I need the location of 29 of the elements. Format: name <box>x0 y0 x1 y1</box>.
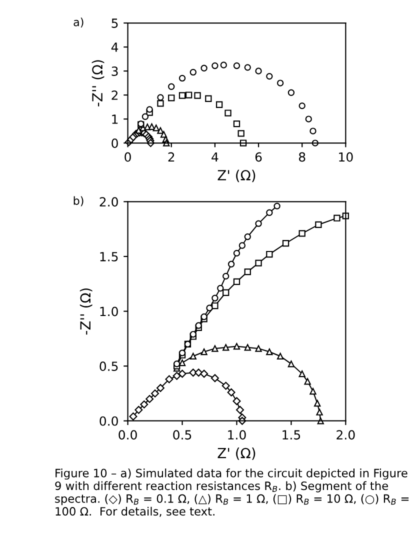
x-tick-label: 0.5 <box>173 430 192 440</box>
y-tick-label: 2 <box>112 90 118 100</box>
x-axis-title: Z' (Ω) <box>218 448 256 460</box>
y-tick-label: 2.0 <box>100 197 118 207</box>
x-tick-label: 2 <box>168 152 174 162</box>
y-tick-label: 1.5 <box>100 252 118 262</box>
y-tick-label: 0 <box>112 138 118 148</box>
x-tick-label: 2.0 <box>336 430 355 440</box>
y-tick-label: 1 <box>112 114 118 124</box>
y-tick-label: 4 <box>111 42 118 52</box>
x-tick-label: 8 <box>298 152 306 162</box>
x-tick-label: 1.5 <box>282 430 300 440</box>
x-tick-label: 0.0 <box>118 430 137 440</box>
text: Figure 10 – a) Simulated data for the circuit depicted in Figure 9 with different reaction resistances R$_{B}$. b) Segment of the spectra. (◇) R$_{B}$ = 0.1 Ω, (△) R$_{B}$ = 1 Ω, (□) R$_{B}$ = 10 Ω, (○) R$_{B}$ = 100 Ω. For details, see text. <box>55 468 409 517</box>
x-tick-label: 1.0 <box>228 430 246 440</box>
x-tick-label: 6 <box>255 152 262 162</box>
x-axis-title: Z' (Ω) <box>218 170 256 182</box>
y-tick-label: 1.0 <box>100 306 118 316</box>
chart-title: b) <box>74 196 84 206</box>
y-tick-label: 0.5 <box>100 362 118 371</box>
y-tick-label: 3 <box>112 66 118 76</box>
x-tick-label: 0 <box>124 152 131 162</box>
y-tick-label: 5 <box>112 18 118 28</box>
y-axis-title: -Z'' (Ω) <box>92 60 104 106</box>
x-tick-label: 4 <box>212 152 218 162</box>
y-tick-label: 0.0 <box>100 416 118 426</box>
chart-title: a) <box>74 18 84 28</box>
y-axis-title: -Z'' (Ω) <box>80 288 92 335</box>
x-tick-label: 10 <box>339 152 353 162</box>
